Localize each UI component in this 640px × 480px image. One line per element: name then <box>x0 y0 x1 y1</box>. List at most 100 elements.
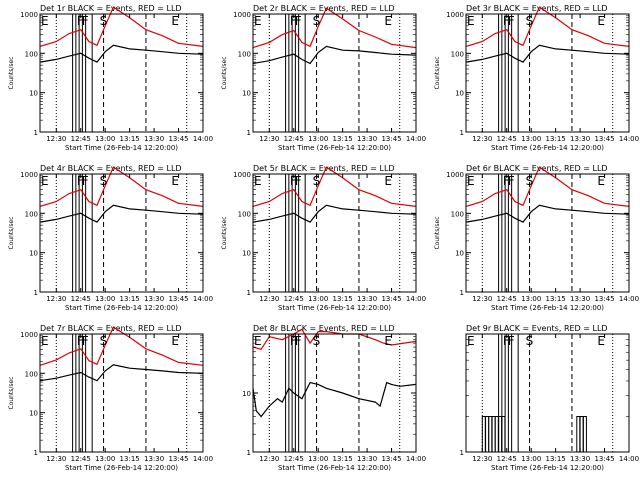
marker-label: F <box>503 334 510 348</box>
x-tick-label: 13:45 <box>381 135 401 143</box>
x-tick-label: 13:15 <box>120 295 140 303</box>
marker-label: E <box>597 14 605 28</box>
marker-label: F <box>508 334 515 348</box>
panel-title: Det 6r BLACK = Events, RED = LLD <box>466 164 608 173</box>
marker-label: F <box>508 14 515 28</box>
y-tick-label: 1 <box>460 129 464 137</box>
y-axis-label: Counts/sec <box>434 56 441 89</box>
plot-frame <box>465 173 630 293</box>
y-tick-label: 10 <box>242 250 251 258</box>
panel-title: Det 7r BLACK = Events, RED = LLD <box>40 324 182 333</box>
marker-label: F <box>503 14 510 28</box>
marker-label: E <box>384 174 392 188</box>
y-tick-label: 100 <box>25 370 38 378</box>
x-tick-label: 13:15 <box>120 455 140 463</box>
y-axis-label: Counts/sec <box>221 216 228 249</box>
marker-label: F <box>290 174 297 188</box>
x-tick-label: 13:45 <box>594 455 614 463</box>
panel-title: Det 4r BLACK = Events, RED = LLD <box>40 164 182 173</box>
y-axis-label: Counts/sec <box>8 56 15 89</box>
y-tick-label: 1000 <box>233 11 251 19</box>
marker-label: E <box>41 334 49 348</box>
marker-label: S <box>526 174 534 188</box>
y-axis-label: Counts/sec <box>8 216 15 249</box>
x-tick-label: 12:30 <box>46 455 66 463</box>
panel-title: Det 8r BLACK = Events, RED = LLD <box>253 324 395 333</box>
x-tick-label: 14:00 <box>619 455 639 463</box>
marker-label: E <box>41 174 49 188</box>
x-tick-label: 14:00 <box>193 135 213 143</box>
x-tick-label: 12:45 <box>71 135 91 143</box>
y-tick-label: 1000 <box>20 11 38 19</box>
x-tick-label: 13:30 <box>570 295 590 303</box>
marker-label: F <box>295 174 302 188</box>
x-tick-label: 13:00 <box>95 455 115 463</box>
panel-title: Det 2r BLACK = Events, RED = LLD <box>253 4 395 13</box>
x-tick-label: 14:00 <box>406 295 426 303</box>
y-tick-label: 100 <box>451 210 464 218</box>
x-tick-label: 12:45 <box>497 455 517 463</box>
x-tick-label: 13:00 <box>521 455 541 463</box>
x-tick-label: 14:00 <box>406 135 426 143</box>
marker-label: E <box>171 174 179 188</box>
x-tick-label: 13:15 <box>546 135 566 143</box>
y-tick-label: 10 <box>242 390 251 398</box>
marker-label: S <box>100 334 108 348</box>
marker-label: S <box>526 334 534 348</box>
marker-label: F <box>295 334 302 348</box>
y-tick-label: 100 <box>238 210 251 218</box>
panel-title: Det 9r BLACK = Events, RED = LLD <box>466 324 608 333</box>
y-tick-label: 100 <box>25 210 38 218</box>
x-tick-label: 12:30 <box>472 455 492 463</box>
marker-label: S <box>313 334 321 348</box>
series-lld <box>39 6 204 47</box>
x-axis-label: Start Time (26-Feb-14 12:20:00) <box>491 464 604 472</box>
marker-label: E <box>467 174 475 188</box>
x-axis-label: Start Time (26-Feb-14 12:20:00) <box>491 304 604 312</box>
y-tick-label: 10 <box>29 90 38 98</box>
panel-title: Det 3r BLACK = Events, RED = LLD <box>466 4 608 13</box>
x-tick-label: 13:30 <box>144 455 164 463</box>
marker-label: F <box>82 14 89 28</box>
y-tick-label: 1 <box>34 129 38 137</box>
y-axis-label: Counts/sec <box>221 56 228 89</box>
x-tick-label: 13:00 <box>521 135 541 143</box>
x-tick-label: 14:00 <box>193 455 213 463</box>
x-tick-label: 13:30 <box>357 455 377 463</box>
x-tick-label: 13:45 <box>381 295 401 303</box>
marker-label: F <box>295 14 302 28</box>
plot-frame <box>39 13 204 133</box>
series-events <box>252 381 417 418</box>
marker-label: S <box>526 14 534 28</box>
y-tick-label: 1 <box>34 289 38 297</box>
x-tick-label: 12:30 <box>259 135 279 143</box>
x-axis-label: Start Time (26-Feb-14 12:20:00) <box>65 144 178 152</box>
x-tick-label: 13:15 <box>333 455 353 463</box>
y-tick-label: 100 <box>25 50 38 58</box>
series-lld <box>39 166 204 207</box>
marker-label: E <box>171 14 179 28</box>
x-tick-label: 13:30 <box>144 135 164 143</box>
marker-label: E <box>597 174 605 188</box>
series-lld <box>252 7 417 49</box>
x-tick-label: 12:30 <box>46 135 66 143</box>
plot-frame <box>39 173 204 293</box>
series-events <box>39 44 204 63</box>
panel-title: Det 1r BLACK = Events, RED = LLD <box>40 4 182 13</box>
x-axis-label: Start Time (26-Feb-14 12:20:00) <box>65 464 178 472</box>
marker-label: E <box>41 14 49 28</box>
x-tick-label: 13:00 <box>308 295 328 303</box>
y-tick-label: 1000 <box>20 331 38 339</box>
y-tick-label: 1000 <box>20 171 38 179</box>
x-axis-label: Start Time (26-Feb-14 12:20:00) <box>278 144 391 152</box>
series-lld <box>465 166 630 207</box>
x-tick-label: 14:00 <box>193 295 213 303</box>
x-tick-label: 12:30 <box>46 295 66 303</box>
